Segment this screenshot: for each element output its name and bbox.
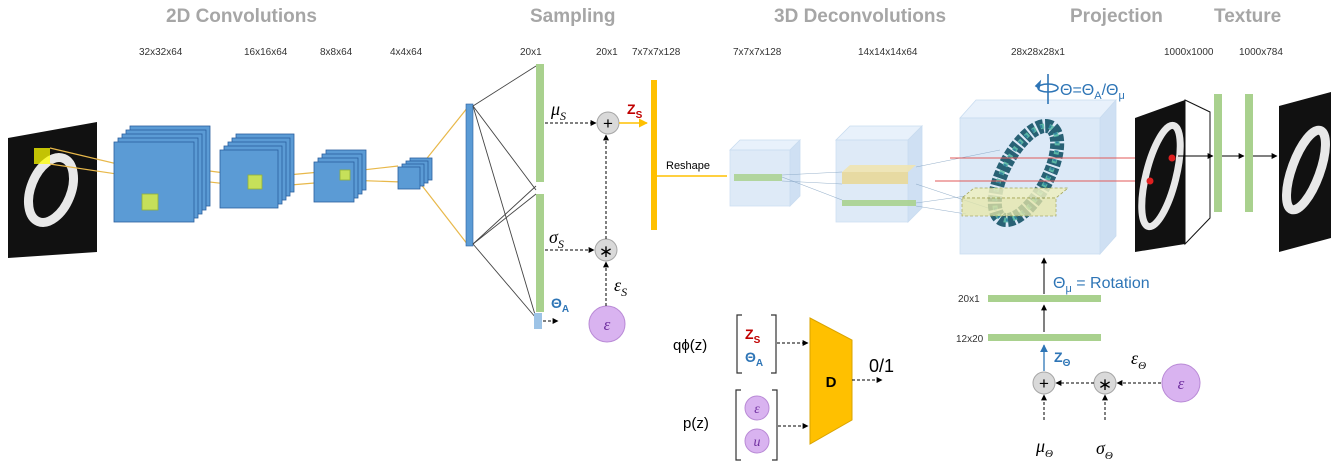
svg-text:+: + xyxy=(1039,374,1049,393)
sigma-s-label: σS xyxy=(549,227,564,251)
mu-s-vector xyxy=(536,64,544,182)
conv-layer-4 xyxy=(397,157,433,190)
svg-text:u: u xyxy=(754,435,761,450)
dim-s3: 7x7x7x128 xyxy=(632,47,681,58)
deconv-cube-3 xyxy=(959,98,1117,256)
theta-equation: Θ=ΘA/Θμ xyxy=(1060,82,1125,102)
dim-d2: 14x14x14x64 xyxy=(858,47,918,58)
sampling-arrows xyxy=(543,120,609,324)
p-bracket xyxy=(735,389,778,461)
dim-s2: 20x1 xyxy=(596,47,618,58)
input-image xyxy=(8,122,97,258)
header-sampling: Sampling xyxy=(530,6,616,27)
disc-input-arrows xyxy=(777,340,809,429)
fc-vector xyxy=(465,103,474,247)
svg-text:ε: ε xyxy=(604,315,611,334)
proj-vector-1 xyxy=(1214,94,1222,212)
svg-text:∗: ∗ xyxy=(599,242,613,261)
dim-c1: 32x32x64 xyxy=(139,47,183,58)
times-node-theta: ∗ xyxy=(1093,371,1117,395)
p-z-label: p(z) xyxy=(683,415,709,432)
header-texture: Texture xyxy=(1214,6,1281,27)
header-3d-deconvolutions: 3D Deconvolutions xyxy=(774,6,946,27)
deconv-cube-1 xyxy=(729,139,801,207)
dim-r1: 20x1 xyxy=(958,294,980,305)
z-theta-label: ZΘ xyxy=(1054,349,1071,369)
eps-theta-label: εΘ xyxy=(1131,348,1146,372)
rotation-vector-1 xyxy=(988,295,1101,302)
sigma-theta-label: σΘ xyxy=(1096,438,1113,462)
svg-text:D: D xyxy=(826,374,837,391)
q-bracket xyxy=(736,314,777,374)
dim-c2: 16x16x64 xyxy=(244,47,288,58)
cube-1-2-connectors xyxy=(781,171,843,201)
q-theta-label: ΘA xyxy=(745,349,763,369)
dim-s1: 20x1 xyxy=(520,47,542,58)
z-s-vector xyxy=(651,80,657,230)
theta-a-label: ΘA xyxy=(551,295,569,315)
projection-image xyxy=(1135,99,1211,252)
p-epsilon-node: ε xyxy=(744,395,770,421)
sigma-s-vector xyxy=(536,194,544,312)
plus-node-s: + xyxy=(596,111,620,135)
times-node-s: ∗ xyxy=(594,238,618,262)
dim-c3: 8x8x64 xyxy=(320,47,353,58)
header-projection: Projection xyxy=(1070,6,1163,27)
voxel-ring xyxy=(987,118,1065,228)
mu-s-label: μS xyxy=(550,99,566,123)
svg-text:∗: ∗ xyxy=(1098,375,1112,394)
epsilon-source-s: ε xyxy=(588,305,626,343)
dim-c4: 4x4x64 xyxy=(390,47,423,58)
conv-layer-3 xyxy=(313,149,367,203)
dim-d3: 28x28x28x1 xyxy=(1011,47,1065,58)
output-image xyxy=(1279,92,1331,252)
eps-s-label: εS xyxy=(614,275,627,299)
svg-text:ε: ε xyxy=(1178,374,1185,393)
dim-p1: 1000x1000 xyxy=(1164,47,1214,58)
q-phi-label: qϕ(z) xyxy=(673,337,707,354)
reshape-label: Reshape xyxy=(666,160,710,172)
epsilon-source-theta: ε xyxy=(1161,363,1201,403)
proj-vector-2 xyxy=(1245,94,1253,212)
svg-text:+: + xyxy=(603,114,613,133)
dim-r2: 12x20 xyxy=(956,334,984,345)
rotation-dashed-arrows xyxy=(1041,380,1161,420)
p-u-node: u xyxy=(744,428,770,454)
theta-mu-rotation-label: Θμ = Rotation xyxy=(1053,275,1150,295)
dim-d1: 7x7x7x128 xyxy=(733,47,782,58)
fc-connections xyxy=(472,65,537,319)
disc-output-label: 0/1 xyxy=(869,356,894,376)
rotation-arrow-icon xyxy=(1034,74,1059,104)
conv-layer-2 xyxy=(219,133,295,209)
deconv-cube-2 xyxy=(835,125,923,223)
conv-layer-1 xyxy=(113,125,211,223)
theta-a-vector xyxy=(534,313,542,329)
yellow-slice-box xyxy=(960,187,1070,217)
svg-text:ε: ε xyxy=(754,402,760,417)
dim-p2: 1000x784 xyxy=(1239,47,1283,58)
z-s-label: ZS xyxy=(627,101,643,121)
header-2d-convolutions: 2D Convolutions xyxy=(166,6,317,27)
plus-node-theta: + xyxy=(1032,371,1056,395)
discriminator-block: D xyxy=(809,317,853,445)
rotation-vector-2 xyxy=(988,334,1101,341)
q-z-label: ZS xyxy=(745,326,761,346)
mu-theta-label: μΘ xyxy=(1035,436,1053,460)
